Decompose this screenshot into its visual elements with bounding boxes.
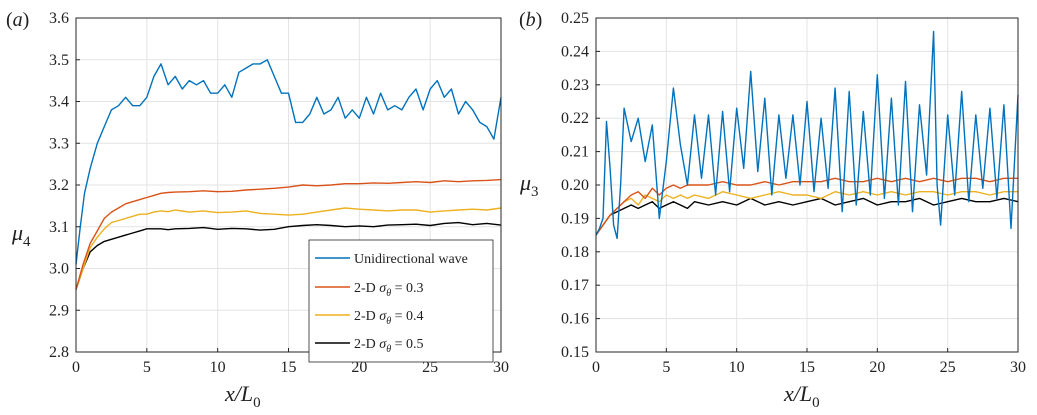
panel-a-label: (a) (6, 9, 29, 31)
y-tick-label: 0.21 (561, 144, 589, 161)
x-tick-label: 10 (729, 359, 745, 376)
y-tick-label: 0.15 (561, 344, 589, 361)
y-tick-label: 0.19 (561, 210, 589, 227)
y-tick-label: 0.25 (561, 10, 589, 27)
ticks-a: 0 5 10 15 20 25 30 2.8 2.9 3.0 3.1 3.2 3.3 3.4 3.5 3.6 (49, 10, 509, 376)
y-tick-label: 0.23 (561, 77, 589, 94)
series-line-0 (75, 59, 502, 265)
lines-a (75, 59, 502, 290)
series-line-3 (595, 197, 1019, 236)
grid-b (596, 18, 1018, 352)
x-tick-label: 5 (143, 359, 151, 376)
x-tick-label: 30 (1010, 359, 1026, 376)
y-tick-label: 0.18 (561, 244, 589, 261)
series-line-1 (75, 178, 502, 290)
y-tick-label: 3.6 (49, 10, 69, 27)
x-tick-label: 15 (799, 359, 815, 376)
grid-a (76, 18, 501, 352)
y-axis-label-a: μ4 (11, 220, 31, 250)
x-tick-label: 25 (422, 359, 438, 376)
y-tick-label: 0.16 (561, 311, 589, 328)
x-tick-label: 30 (493, 359, 509, 376)
y-tick-label: 2.9 (49, 302, 69, 319)
y-tick-label: 3.1 (49, 219, 69, 236)
y-tick-label: 2.8 (49, 344, 69, 361)
x-axis-label-a: x/L0 (224, 381, 261, 411)
y-tick-label: 3.4 (49, 94, 69, 111)
x-tick-label: 10 (210, 359, 226, 376)
legend-label-sigma-03: 2-D σθ = 0.3 (354, 281, 424, 299)
x-tick-label: 5 (662, 359, 670, 376)
series-line-2 (75, 207, 502, 290)
x-axis-label-b: x/L0 (783, 381, 820, 411)
y-tick-label: 3.2 (49, 177, 69, 194)
x-tick-label: 20 (869, 359, 885, 376)
series-line-2 (595, 190, 1018, 236)
x-tick-label: 0 (592, 359, 600, 376)
ticks-b: 0 5 10 15 20 25 30 0.15 0.16 0.17 0.18 0.19 0.20 0.21… (561, 10, 1026, 376)
panel-b: (b) 0 5 10 15 20 25 30 0.15 0.16 0.17 0.18 0.19 0.20… (519, 9, 1026, 411)
lines-b (595, 30, 1019, 240)
x-tick-label: 0 (72, 359, 80, 376)
y-tick-label: 0.22 (561, 110, 589, 127)
y-tick-label: 0.17 (561, 277, 589, 294)
x-tick-label: 20 (351, 359, 367, 376)
y-tick-label: 3.3 (49, 135, 69, 152)
y-tick-label: 0.20 (561, 177, 589, 194)
legend-label-unidirectional: Unidirectional wave (354, 252, 468, 267)
legend: Unidirectional wave 2-D σθ = 0.3 2-D σθ … (308, 239, 494, 363)
panel-b-label: (b) (519, 9, 542, 31)
x-tick-label: 25 (940, 359, 956, 376)
y-axis-label-b: μ3 (519, 170, 539, 200)
legend-label-sigma-05: 2-D σθ = 0.5 (354, 337, 424, 355)
y-tick-label: 3.0 (49, 261, 69, 278)
legend-box (308, 239, 494, 363)
series-line-3 (75, 221, 502, 290)
legend-label-sigma-04: 2-D σθ = 0.4 (354, 309, 424, 327)
x-tick-label: 15 (281, 359, 297, 376)
panel-a: (a) 0 5 10 15 20 25 30 2.8 2.9 3.0 3.1 3.2 3.3 3.4 3.5… (6, 9, 509, 411)
series-line-0 (595, 30, 1019, 240)
y-tick-label: 0.24 (561, 43, 589, 60)
series-line-1 (595, 177, 1018, 236)
y-tick-label: 3.5 (49, 52, 69, 69)
